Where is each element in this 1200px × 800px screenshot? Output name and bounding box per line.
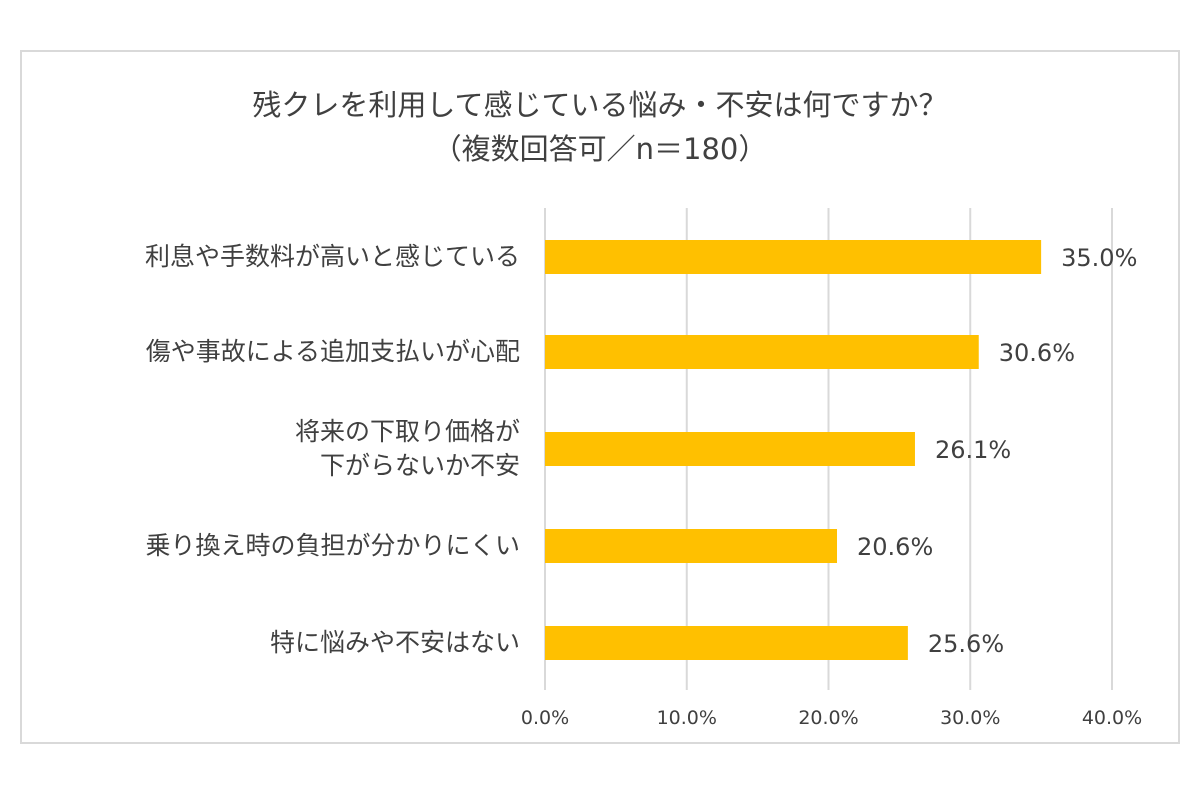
- bar: [545, 240, 1042, 274]
- x-tick-label: 20.0%: [798, 707, 858, 729]
- chart-frame: [20, 50, 1180, 744]
- data-label: 25.6%: [928, 630, 1004, 658]
- data-label: 30.6%: [999, 339, 1075, 367]
- x-tick-label: 10.0%: [657, 707, 717, 729]
- data-label: 35.0%: [1061, 244, 1137, 272]
- category-label: 利息や手数料が高いと感じている: [144, 242, 520, 271]
- data-label: 26.1%: [935, 436, 1011, 464]
- x-tick-label: 30.0%: [940, 707, 1000, 729]
- chart-title: 残クレを利用して感じている悩み・不安は何ですか？: [252, 88, 948, 122]
- x-tick-label: 40.0%: [1082, 707, 1142, 729]
- category-label: 乗り換え時の負担が分かりにくい: [145, 531, 520, 560]
- category-label: 将来の下取り価格が 下がらないか不安: [294, 417, 520, 480]
- bar: [545, 432, 915, 466]
- bar: [545, 626, 908, 660]
- category-label: 特に悩みや不安はない: [269, 628, 520, 657]
- chart-subtitle: （複数回答可／n＝180）: [432, 132, 768, 166]
- data-label: 20.6%: [857, 533, 933, 561]
- bar: [545, 529, 838, 563]
- bar: [545, 335, 979, 369]
- category-label: 傷や事故による追加支払いが心配: [145, 337, 520, 366]
- x-tick-label: 0.0%: [521, 707, 569, 729]
